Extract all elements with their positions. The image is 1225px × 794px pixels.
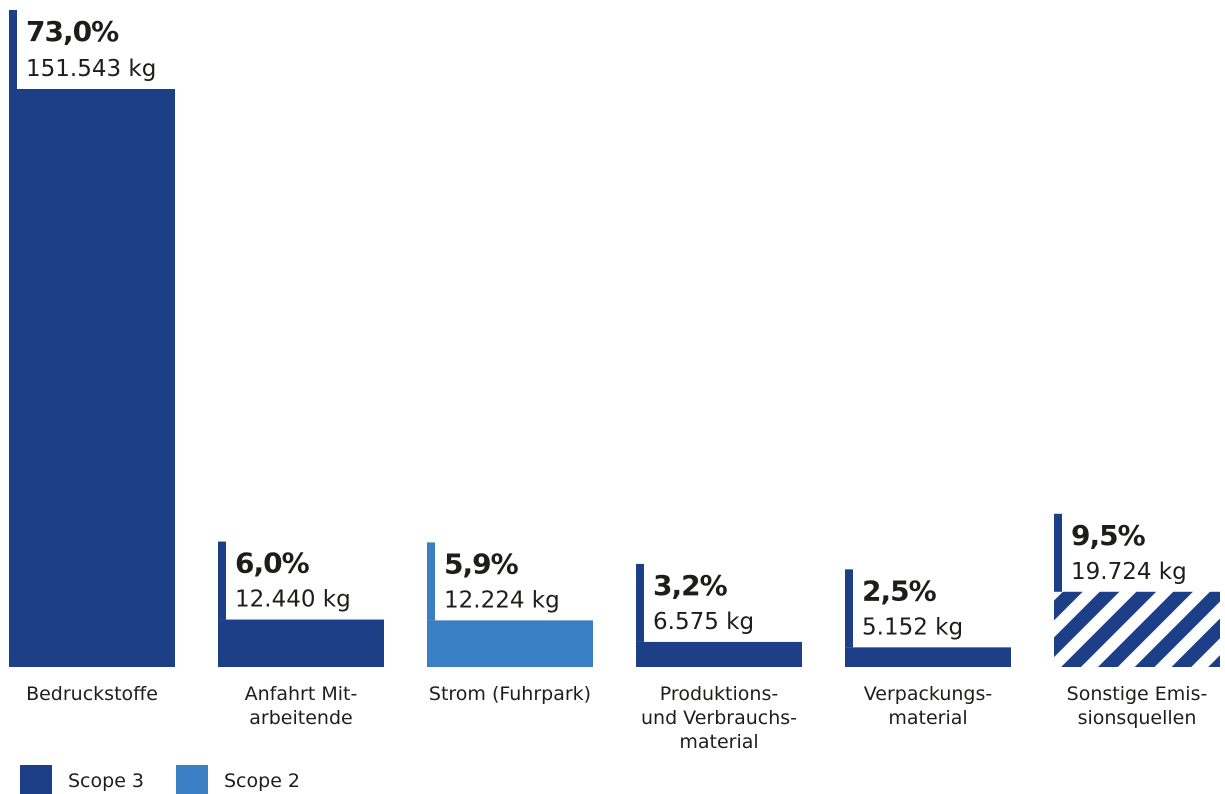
bars-group (9, 10, 1220, 667)
value-labels-group: 73,0% 151.543 kg 6,0% 12.440 kg 5,9% 12.224 k… (26, 15, 1187, 640)
percent-label-3: 5,9% (444, 547, 519, 580)
legend: Scope 3 Scope 2 (20, 765, 300, 794)
label-accent-line-2 (218, 541, 226, 620)
legend-swatch-scope-3 (20, 765, 52, 794)
category-label-5: Verpackungs-material (864, 683, 993, 729)
category-label-3: Strom (Fuhrpark) (429, 683, 591, 705)
legend-label-scope-2: Scope 2 (224, 770, 300, 792)
bar-6 (1054, 591, 1220, 667)
label-accent-line-5 (845, 569, 853, 648)
value-label-3: 12.224 kg (444, 587, 560, 613)
value-label-4: 6.575 kg (653, 609, 754, 635)
percent-label-5: 2,5% (862, 574, 937, 607)
value-label-5: 5.152 kg (862, 614, 963, 640)
value-label-6: 19.724 kg (1071, 559, 1187, 585)
legend-swatch-scope-2 (176, 765, 208, 794)
label-accent-line-1 (9, 10, 17, 89)
bar-1 (9, 89, 175, 667)
percent-label-6: 9,5% (1071, 519, 1146, 552)
value-label-1: 151.543 kg (26, 56, 156, 82)
bar-2 (218, 619, 384, 667)
bar-4 (636, 641, 802, 667)
label-accent-line-3 (427, 542, 435, 621)
percent-label-2: 6,0% (235, 547, 310, 580)
legend-label-scope-3: Scope 3 (68, 770, 144, 792)
category-label-4: Produktions-und Verbrauchs-material (641, 683, 797, 753)
category-labels-group: Bedruckstoffe Anfahrt Mit-arbeitende Strom… (26, 683, 1207, 753)
category-label-1: Bedruckstoffe (26, 683, 158, 705)
percent-label-1: 73,0% (26, 15, 119, 48)
bar-5 (845, 647, 1011, 667)
category-label-2: Anfahrt Mit-arbeitende (245, 683, 358, 729)
bar-3 (427, 620, 593, 667)
label-accent-line-4 (636, 563, 644, 642)
label-accent-line-6 (1054, 513, 1062, 592)
percent-label-4: 3,2% (653, 569, 728, 602)
value-label-2: 12.440 kg (235, 587, 351, 613)
category-label-6: Sonstige Emis-sionsquellen (1067, 683, 1208, 729)
